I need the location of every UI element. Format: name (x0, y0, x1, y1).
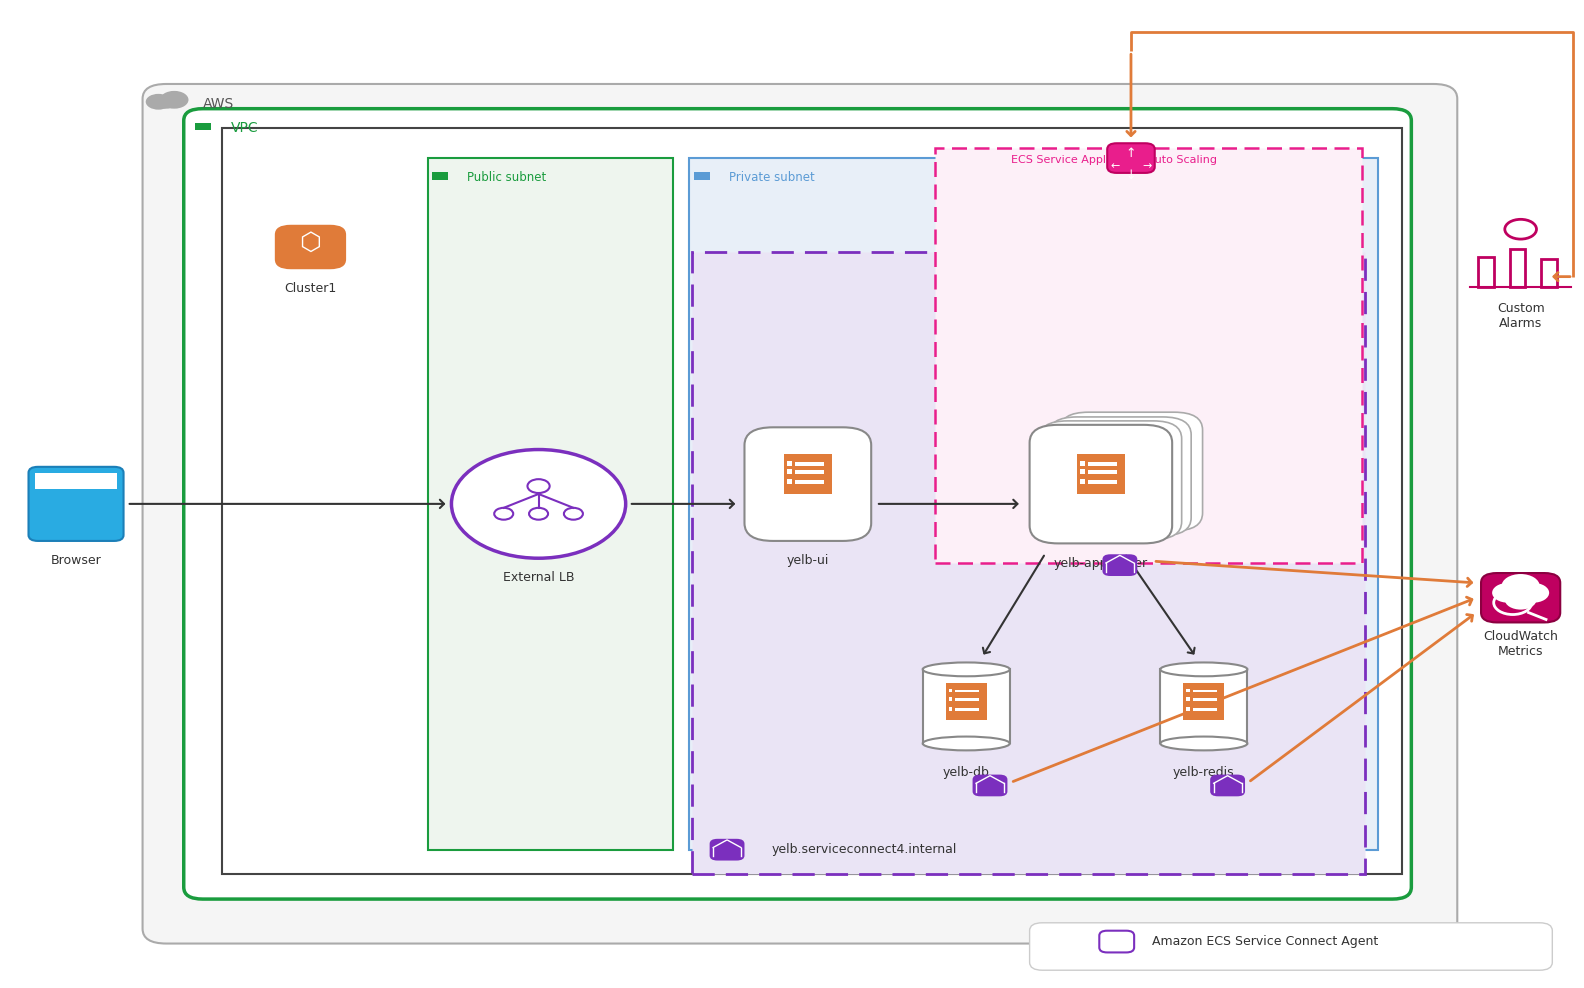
Bar (1478, 257, 1494, 287)
Bar (1510, 249, 1525, 287)
FancyBboxPatch shape (1049, 417, 1191, 535)
FancyBboxPatch shape (710, 839, 744, 861)
Bar (787, 469, 792, 474)
FancyBboxPatch shape (1210, 775, 1245, 796)
Text: →: → (1142, 161, 1152, 171)
FancyBboxPatch shape (276, 225, 347, 270)
Bar (1080, 479, 1085, 484)
FancyBboxPatch shape (1039, 421, 1182, 539)
Circle shape (160, 91, 188, 109)
Bar (1159, 670, 1248, 743)
Bar (1088, 470, 1117, 474)
FancyBboxPatch shape (184, 109, 1411, 899)
FancyBboxPatch shape (1030, 425, 1172, 543)
Bar (195, 123, 211, 130)
Bar (784, 454, 832, 494)
FancyBboxPatch shape (1107, 143, 1155, 173)
Circle shape (529, 508, 548, 520)
Bar (795, 470, 824, 474)
Bar (935, 148, 1362, 563)
Bar (923, 670, 1011, 743)
Text: ↓: ↓ (1126, 169, 1136, 183)
Circle shape (155, 95, 177, 109)
Text: CloudWatch
Metrics: CloudWatch Metrics (1483, 630, 1559, 658)
Bar (428, 158, 673, 850)
Bar (1193, 690, 1217, 693)
Ellipse shape (1159, 663, 1248, 676)
Text: yelb-db: yelb-db (942, 766, 990, 779)
Bar (787, 479, 792, 484)
FancyBboxPatch shape (973, 775, 1007, 796)
FancyBboxPatch shape (1481, 573, 1560, 622)
Text: ←: ← (1110, 161, 1120, 171)
Text: yelb-ui: yelb-ui (787, 554, 828, 567)
Text: ↑: ↑ (1126, 146, 1136, 160)
Bar (955, 707, 979, 711)
Bar (1541, 259, 1557, 287)
Ellipse shape (923, 737, 1011, 751)
Bar (1193, 707, 1217, 711)
FancyBboxPatch shape (1102, 554, 1137, 576)
Circle shape (564, 508, 583, 520)
Bar (955, 690, 979, 693)
Text: yelb-redis: yelb-redis (1174, 766, 1234, 779)
Circle shape (494, 508, 513, 520)
Bar (689, 158, 1378, 850)
Ellipse shape (923, 663, 1011, 676)
Text: VPC: VPC (231, 122, 258, 135)
Text: Custom
Alarms: Custom Alarms (1497, 302, 1544, 330)
Text: AWS: AWS (203, 97, 234, 111)
Text: ECS Service Application Auto Scaling: ECS Service Application Auto Scaling (1011, 155, 1217, 165)
Bar (1088, 480, 1117, 484)
FancyBboxPatch shape (1099, 931, 1134, 952)
Bar (1193, 698, 1217, 700)
Circle shape (451, 450, 626, 558)
FancyBboxPatch shape (1060, 412, 1202, 531)
Text: Amazon ECS Service Connect Agent: Amazon ECS Service Connect Agent (1152, 935, 1378, 948)
Text: ⬡: ⬡ (299, 231, 322, 255)
Text: Cluster1: Cluster1 (285, 283, 336, 295)
Text: Browser: Browser (51, 554, 101, 567)
Bar (787, 460, 792, 465)
FancyBboxPatch shape (143, 84, 1457, 944)
Text: yelb.serviceconnect4.internal: yelb.serviceconnect4.internal (771, 843, 957, 857)
Text: Public subnet: Public subnet (467, 171, 546, 185)
Text: Private subnet: Private subnet (729, 171, 814, 185)
Bar (1088, 461, 1117, 465)
FancyBboxPatch shape (1030, 923, 1552, 970)
Circle shape (1517, 583, 1549, 603)
Bar (1080, 460, 1085, 465)
Circle shape (1492, 583, 1524, 603)
Bar (946, 683, 987, 720)
Bar (432, 172, 448, 180)
FancyBboxPatch shape (744, 428, 871, 541)
Bar (1183, 683, 1224, 720)
FancyBboxPatch shape (29, 467, 124, 541)
Bar (795, 480, 824, 484)
Bar (795, 461, 824, 465)
Bar (1186, 689, 1190, 693)
Bar (949, 707, 952, 711)
Ellipse shape (1159, 737, 1248, 751)
Bar (949, 697, 952, 700)
Text: yelb-appserver: yelb-appserver (1053, 556, 1148, 570)
Bar (1077, 454, 1125, 494)
Circle shape (527, 479, 550, 493)
Bar (955, 698, 979, 700)
Circle shape (146, 94, 171, 110)
Bar (1186, 707, 1190, 711)
Bar (1080, 469, 1085, 474)
Bar (1186, 697, 1190, 700)
Bar (949, 689, 952, 693)
Text: External LB: External LB (502, 571, 575, 585)
Bar (35, 473, 117, 489)
Circle shape (1505, 590, 1536, 610)
Bar (694, 172, 710, 180)
Circle shape (1502, 574, 1540, 598)
Bar (692, 252, 1365, 874)
Bar (222, 128, 1402, 874)
